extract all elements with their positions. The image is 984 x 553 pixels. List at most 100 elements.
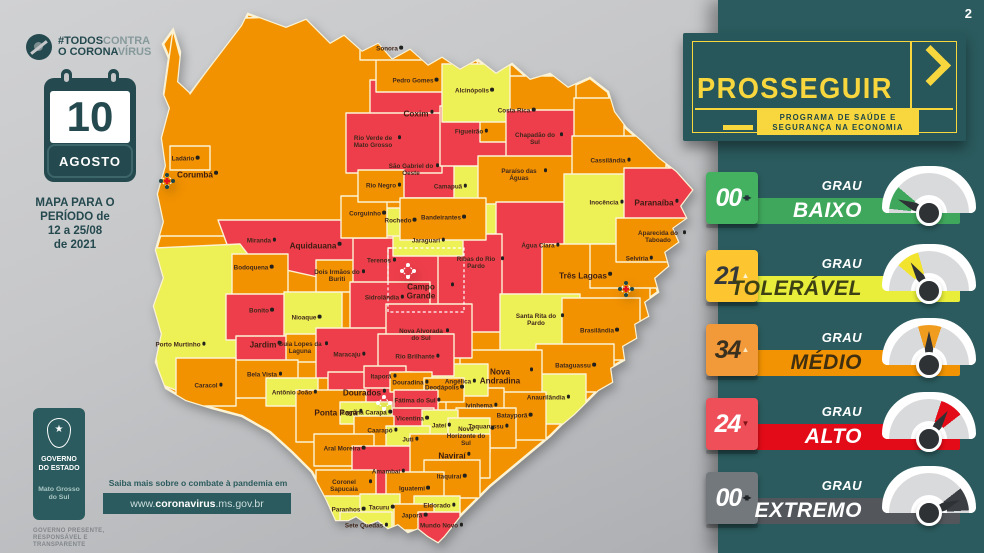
- municipality-label: Anaurilândia: [526, 394, 571, 402]
- municipality-label: Caarapó: [367, 427, 398, 435]
- tag-shadow: [706, 524, 758, 528]
- municipality-label: Naviraí: [438, 451, 472, 461]
- municipality-label: Sidrolândia: [364, 294, 405, 302]
- risk-label: ALTO: [804, 425, 862, 448]
- municipality-label: Iguatemi: [399, 485, 430, 493]
- municipality-label: Jateí: [431, 422, 452, 430]
- municipality-label: Itaporã: [370, 373, 397, 381]
- municipality-label: Maracaju: [333, 351, 367, 359]
- risk-gauge-icon: [882, 392, 976, 458]
- municipality-label: Paranhos: [331, 506, 366, 514]
- municipality-label: Campo Grande: [393, 282, 454, 300]
- municipality-label: Jaraguari: [411, 237, 446, 245]
- municipality-label: Terenos: [366, 257, 397, 265]
- municipality-cells: [154, 14, 692, 542]
- municipality-label: Angélica: [444, 378, 477, 386]
- map-period-text: MAPA PARA O PERÍODO de 12 a 25/08 de 2021: [35, 197, 115, 251]
- municipality-label: Aparecida do Taboado: [635, 230, 686, 245]
- macro-region-marker-icon: [158, 172, 176, 190]
- trend-up-icon: ▲: [741, 271, 750, 280]
- municipality-label: Fátima do Sul: [394, 397, 441, 405]
- municipality-label: Bodoquena: [233, 264, 273, 272]
- macro-region-marker-icon: [617, 280, 635, 298]
- municipality-label: Coronel Sapucaia: [321, 479, 372, 494]
- risk-label: TOLERÁVEL: [730, 277, 862, 300]
- campaign-wordmark: #TODOSCONTRA O CORONAVÍRUS: [58, 35, 152, 58]
- tag-shadow: [706, 302, 758, 306]
- calendar-icon: 10 AGOSTO: [44, 69, 136, 182]
- calendar-month: AGOSTO: [47, 144, 133, 178]
- municipality-label: Selvíria: [625, 255, 654, 263]
- municipality-label: Bela Vista: [247, 371, 282, 379]
- risk-label: MÉDIO: [790, 351, 862, 374]
- municipality-label: Camapuã: [433, 183, 468, 191]
- municipality-label: Nova Alvorada do Sul: [399, 328, 449, 342]
- municipality-label: Eldorado: [423, 502, 457, 510]
- municipality-label: Bandeirantes: [421, 214, 466, 222]
- calendar-ring-icon: [61, 69, 72, 89]
- no-virus-icon: [26, 34, 52, 60]
- municipality-label: Brasilândia: [580, 327, 619, 335]
- municipality-label: Dois Irmãos do Buriti: [314, 269, 365, 283]
- tag-shadow: [706, 450, 758, 454]
- municipality-label: Miranda: [246, 237, 277, 245]
- municipality-label: Sonora: [376, 45, 403, 53]
- municipality-label: Douradina: [392, 379, 429, 387]
- municipality-label: Corguinho: [349, 210, 386, 218]
- program-subtitle: PROGRAMA DE SAÚDE E SEGURANÇA NA ECONOMIA: [757, 110, 919, 135]
- coronavirus-url-bar[interactable]: www. coronavirus .ms.gov.br: [103, 493, 291, 514]
- tag-shadow: [706, 224, 758, 228]
- municipality-label: Ribas do Rio Pardo: [453, 256, 504, 271]
- municipality-label: Laguna Carapã: [341, 409, 392, 417]
- municipality-label: Cassilândia: [590, 157, 631, 165]
- risk-count-badge: 24 ▼: [706, 398, 758, 450]
- municipality-label: Antônio João: [271, 389, 318, 397]
- municipality-label: Corumbá: [177, 170, 218, 180]
- government-tagline: GOVERNO PRESENTE, RESPONSÁVEL E TRANSPAR…: [33, 528, 105, 548]
- calendar-ring-icon: [108, 69, 119, 89]
- risk-gauge-icon: [882, 318, 976, 384]
- page-number: 2: [964, 6, 972, 21]
- municipality-label: Paranaíba: [634, 198, 679, 208]
- risk-row-tolerável: 21 ▲ GRAU TOLERÁVEL: [706, 244, 984, 328]
- municipality-label: Novo Horizonte do Sul: [443, 425, 494, 447]
- risk-gauge-icon: [882, 466, 976, 532]
- government-title: GOVERNO DO ESTADO: [38, 456, 80, 472]
- logo-divider: [910, 41, 912, 133]
- municipality-label: Porto Murtinho: [155, 341, 206, 349]
- todos-contra-coronavirus-logo: #TODOSCONTRA O CORONAVÍRUS: [26, 34, 151, 60]
- trend-up-icon: ▲: [741, 345, 750, 354]
- municipality-label: Santa Rita do Pardo: [513, 313, 564, 328]
- municipality-label: Sete Quedas: [344, 522, 389, 530]
- municipality-label: Rio Verde de Mato Grosso: [350, 135, 401, 150]
- municipality-label: Inocência: [589, 199, 624, 207]
- risk-gauge-icon: [882, 166, 976, 232]
- municipality-label: Tacuru: [368, 504, 394, 512]
- municipality-label: Rio Negro: [365, 182, 402, 190]
- risk-row-extremo: 00 ◀▶ GRAU EXTREMO: [706, 466, 984, 550]
- grau-label: GRAU: [821, 330, 862, 345]
- municipality-label: Costa Rica: [497, 107, 535, 115]
- municipality-label: Japorã: [401, 512, 427, 520]
- municipality-label: Amambai: [371, 468, 406, 476]
- ms-state-risk-map: Corumbá Ladário Sonora Pedro Gomes Coxim Alci…: [140, 0, 710, 553]
- state-coat-of-arms-icon: [47, 418, 71, 448]
- municipality-label: Coxim: [403, 109, 434, 119]
- title-dash: [723, 125, 753, 130]
- state-map-svg: [152, 12, 694, 544]
- municipality-label: Água Clara: [521, 242, 560, 250]
- program-name: PROSSEGUIR: [697, 73, 893, 105]
- municipality-label: Aral Moreira: [323, 445, 366, 453]
- state-government-card: GOVERNO DO ESTADO Mato Grosso do Sul: [33, 408, 85, 520]
- municipality-label: Pedro Gomes: [392, 77, 439, 85]
- municipality-label: Dourados: [342, 388, 387, 398]
- risk-gauge-icon: [882, 244, 976, 310]
- municipality-label: Rochedo: [384, 217, 417, 225]
- prosseguir-logo-card: PROSSEGUIR PROGRAMA DE SAÚDE E SEGURANÇA …: [683, 33, 966, 141]
- info-lead-text: Saiba mais sobre o combate à pandemia em: [108, 478, 288, 488]
- municipality-label: Ivinhema: [465, 402, 499, 410]
- municipality-label: São Gabriel do Oeste: [388, 163, 439, 177]
- risk-row-alto: 24 ▼ GRAU ALTO: [706, 392, 984, 476]
- risk-row-baixo: 00 ◀▶ GRAU BAIXO: [706, 166, 984, 250]
